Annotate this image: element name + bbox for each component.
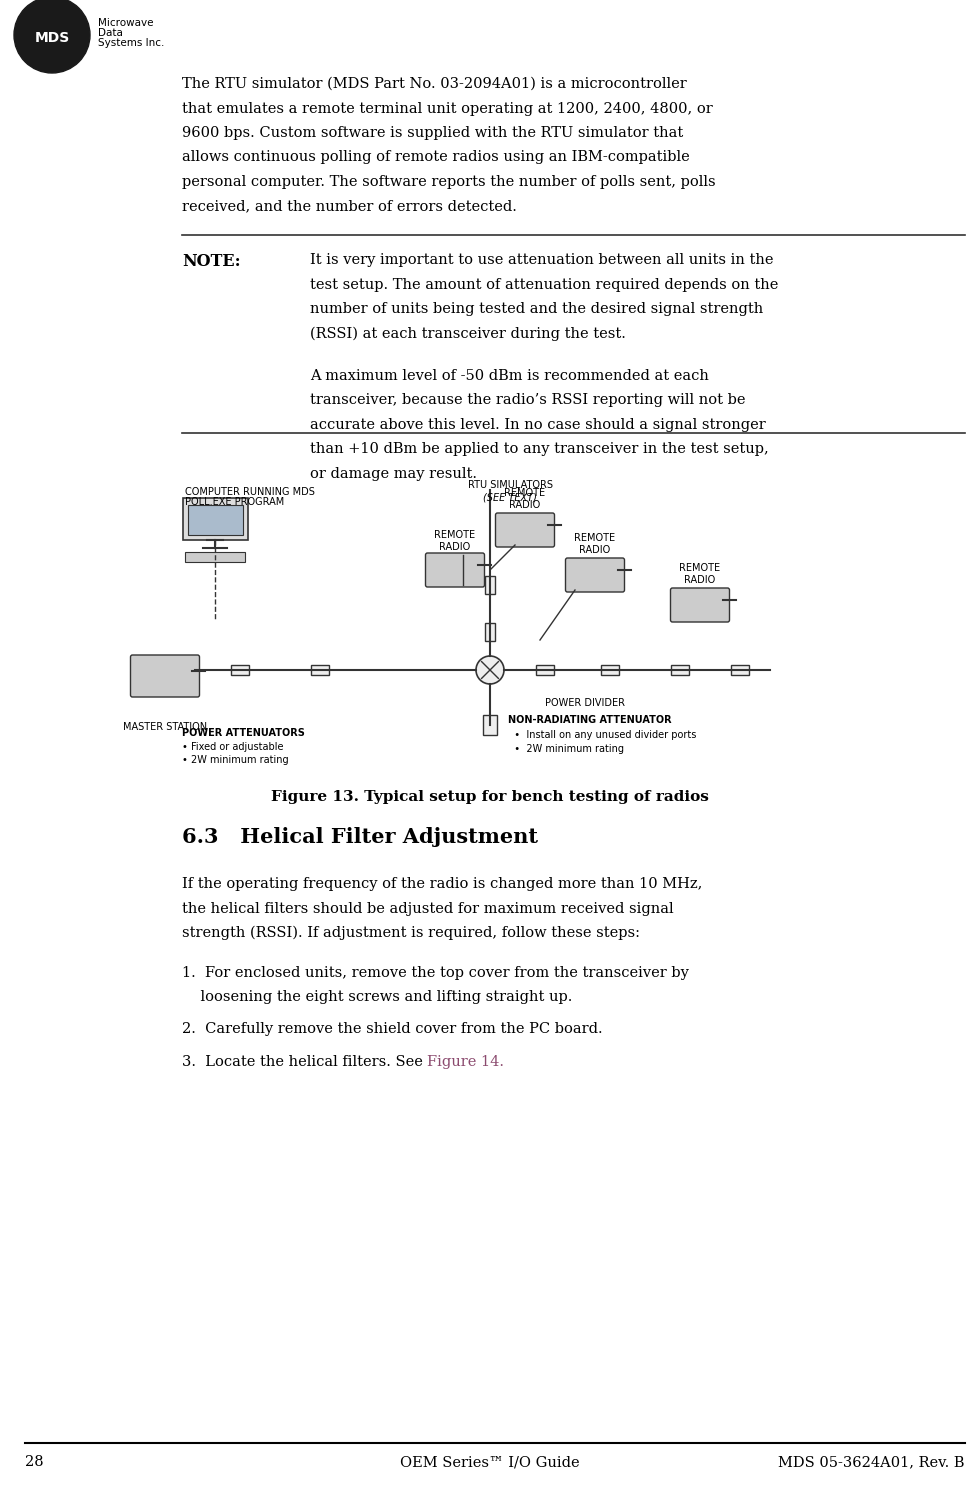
Text: number of units being tested and the desired signal strength: number of units being tested and the des… [310, 302, 763, 315]
Text: MDS 05-3624A01, Rev. B: MDS 05-3624A01, Rev. B [778, 1455, 965, 1470]
Text: 9600 bps. Custom software is supplied with the RTU simulator that: 9600 bps. Custom software is supplied wi… [182, 126, 683, 141]
FancyBboxPatch shape [565, 558, 624, 592]
FancyBboxPatch shape [425, 553, 484, 588]
Text: REMOTE: REMOTE [679, 564, 720, 573]
Text: POWER ATTENUATORS: POWER ATTENUATORS [182, 728, 305, 739]
Text: (RSSI) at each transceiver during the test.: (RSSI) at each transceiver during the te… [310, 326, 626, 341]
Bar [485, 576, 495, 594]
Text: •  Install on any unused divider ports: • Install on any unused divider ports [508, 730, 697, 740]
Text: the helical filters should be adjusted for maximum received signal: the helical filters should be adjusted f… [182, 901, 673, 915]
Text: MDS: MDS [34, 31, 70, 45]
Text: (SEE TEXT): (SEE TEXT) [483, 492, 537, 502]
Text: COMPUTER RUNNING MDS: COMPUTER RUNNING MDS [185, 487, 315, 496]
Text: POWER DIVIDER: POWER DIVIDER [545, 698, 625, 709]
Text: REMOTE: REMOTE [505, 487, 546, 498]
Text: strength (RSSI). If adjustment is required, follow these steps:: strength (RSSI). If adjustment is requir… [182, 925, 640, 940]
Text: Systems Inc.: Systems Inc. [98, 37, 165, 48]
Text: POLL.EXE PROGRAM: POLL.EXE PROGRAM [185, 496, 284, 507]
Text: test setup. The amount of attenuation required depends on the: test setup. The amount of attenuation re… [310, 278, 778, 292]
Text: RADIO: RADIO [684, 576, 715, 585]
Text: •  2W minimum rating: • 2W minimum rating [508, 745, 624, 753]
Text: allows continuous polling of remote radios using an IBM-compatible: allows continuous polling of remote radi… [182, 151, 690, 164]
Text: 6.3   Helical Filter Adjustment: 6.3 Helical Filter Adjustment [182, 827, 538, 848]
Text: or damage may result.: or damage may result. [310, 466, 477, 481]
Bar [671, 665, 689, 676]
Bar [182, 498, 248, 540]
Text: RADIO: RADIO [439, 543, 470, 552]
Text: Microwave: Microwave [98, 18, 154, 28]
FancyBboxPatch shape [130, 655, 200, 697]
Text: 1.  For enclosed units, remove the top cover from the transceiver by: 1. For enclosed units, remove the top co… [182, 966, 689, 979]
Text: personal computer. The software reports the number of polls sent, polls: personal computer. The software reports … [182, 175, 715, 188]
Text: Figure 13. Typical setup for bench testing of radios: Figure 13. Typical setup for bench testi… [271, 789, 709, 804]
Text: REMOTE: REMOTE [434, 531, 475, 540]
Bar [536, 665, 554, 676]
Text: accurate above this level. In no case should a signal stronger: accurate above this level. In no case sh… [310, 419, 765, 432]
Text: received, and the number of errors detected.: received, and the number of errors detec… [182, 199, 516, 214]
Text: than +10 dBm be applied to any transceiver in the test setup,: than +10 dBm be applied to any transceiv… [310, 443, 768, 456]
Text: REMOTE: REMOTE [574, 534, 615, 543]
Circle shape [14, 0, 90, 73]
Circle shape [476, 656, 504, 685]
Text: RADIO: RADIO [510, 499, 541, 510]
Text: • Fixed or adjustable: • Fixed or adjustable [182, 742, 283, 752]
Text: NOTE:: NOTE: [182, 253, 241, 271]
Bar [485, 623, 495, 641]
Text: that emulates a remote terminal unit operating at 1200, 2400, 4800, or: that emulates a remote terminal unit ope… [182, 102, 712, 115]
Text: A maximum level of -50 dBm is recommended at each: A maximum level of -50 dBm is recommende… [310, 369, 709, 383]
Text: It is very important to use attenuation between all units in the: It is very important to use attenuation … [310, 253, 773, 268]
Text: loosening the eight screws and lifting straight up.: loosening the eight screws and lifting s… [182, 990, 572, 1005]
Text: transceiver, because the radio’s RSSI reporting will not be: transceiver, because the radio’s RSSI re… [310, 393, 746, 408]
Text: MASTER STATION: MASTER STATION [122, 722, 207, 733]
Text: 3.  Locate the helical filters. See: 3. Locate the helical filters. See [182, 1055, 427, 1069]
Text: The RTU simulator (MDS Part No. 03-2094A01) is a microcontroller: The RTU simulator (MDS Part No. 03-2094A… [182, 78, 687, 91]
Bar [601, 665, 619, 676]
Text: NON-RADIATING ATTENUATOR: NON-RADIATING ATTENUATOR [508, 715, 671, 725]
Bar [731, 665, 749, 676]
Bar [483, 715, 497, 736]
Text: If the operating frequency of the radio is changed more than 10 MHz,: If the operating frequency of the radio … [182, 878, 703, 891]
Text: RTU SIMULATORS: RTU SIMULATORS [467, 480, 553, 490]
Bar [231, 665, 249, 676]
Text: Data: Data [98, 28, 122, 37]
Bar [187, 505, 242, 535]
Text: 28: 28 [25, 1455, 44, 1470]
Text: Figure 14.: Figure 14. [427, 1055, 504, 1069]
FancyBboxPatch shape [670, 588, 729, 622]
Text: OEM Series™ I/O Guide: OEM Series™ I/O Guide [400, 1455, 580, 1470]
Text: RADIO: RADIO [579, 546, 611, 555]
FancyBboxPatch shape [496, 513, 555, 547]
Bar [185, 552, 245, 562]
Text: • 2W minimum rating: • 2W minimum rating [182, 755, 289, 765]
Bar [311, 665, 329, 676]
Text: 2.  Carefully remove the shield cover from the PC board.: 2. Carefully remove the shield cover fro… [182, 1023, 603, 1036]
